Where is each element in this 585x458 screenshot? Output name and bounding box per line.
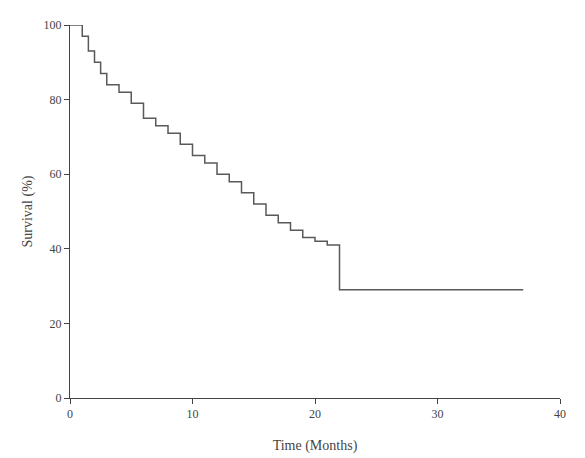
svg-text:80: 80 <box>50 93 62 107</box>
svg-text:100: 100 <box>44 18 62 32</box>
svg-text:40: 40 <box>50 242 62 256</box>
svg-text:20: 20 <box>309 407 321 421</box>
svg-text:10: 10 <box>187 407 199 421</box>
svg-text:0: 0 <box>67 407 73 421</box>
svg-text:Time (Months): Time (Months) <box>273 438 358 454</box>
svg-text:60: 60 <box>50 167 62 181</box>
svg-text:30: 30 <box>432 407 444 421</box>
svg-text:Survival (%): Survival (%) <box>20 175 36 247</box>
svg-text:20: 20 <box>50 317 62 331</box>
svg-text:0: 0 <box>56 391 62 405</box>
svg-text:40: 40 <box>554 407 566 421</box>
